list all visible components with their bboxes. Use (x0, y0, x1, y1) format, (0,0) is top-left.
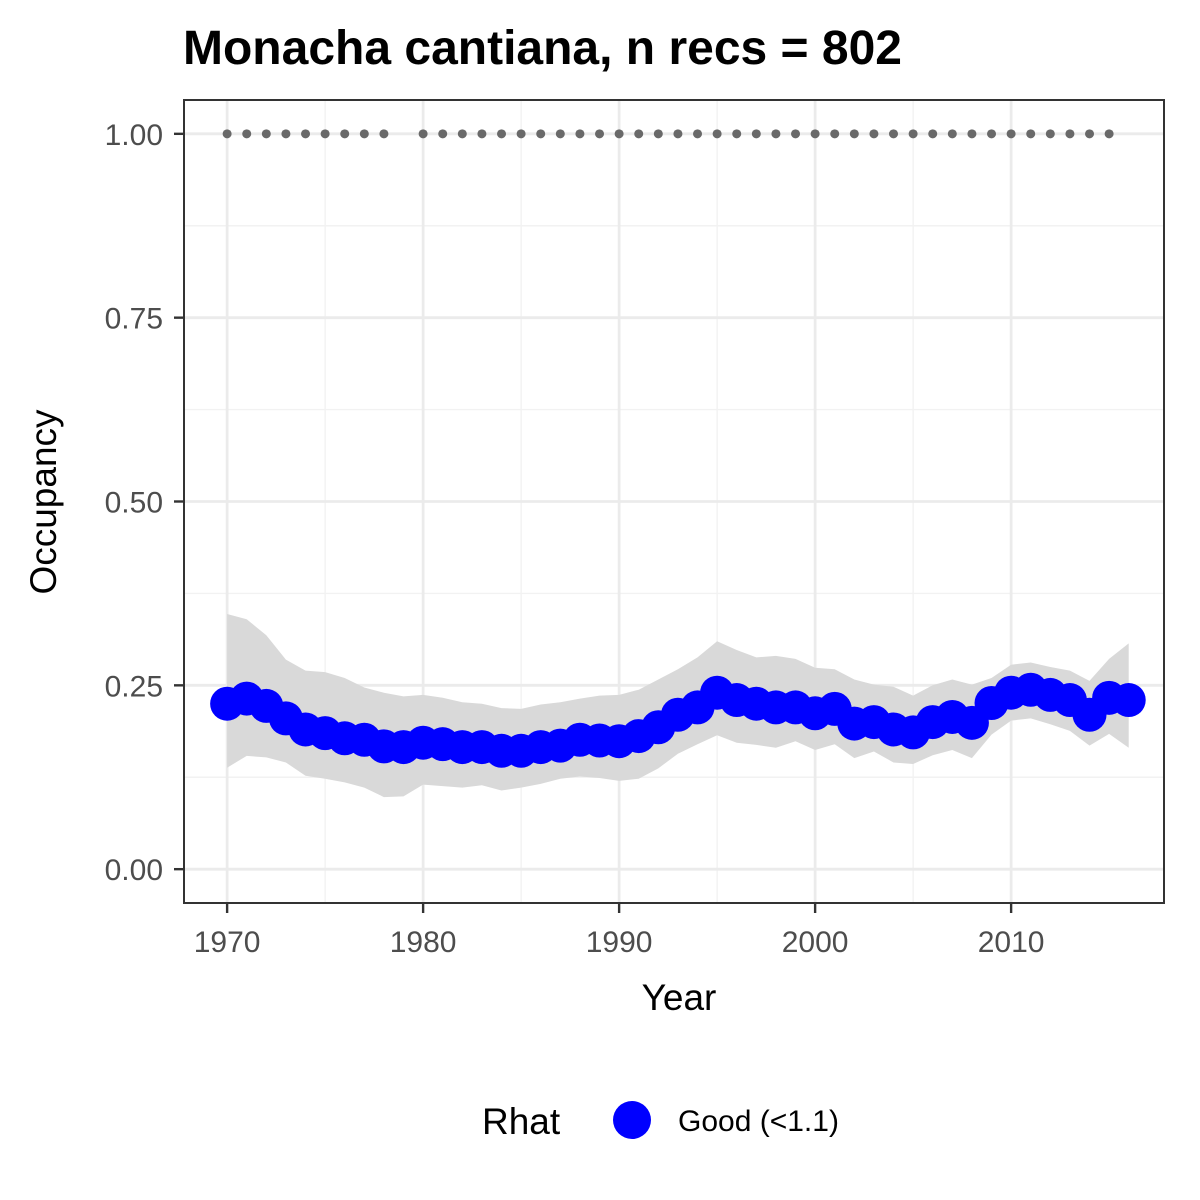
record-year-point (1085, 129, 1095, 139)
record-year-point (281, 129, 291, 139)
record-year-point (673, 129, 683, 139)
y-axis-tick-labels: 0.00 0.25 0.50 0.75 1.00 (105, 119, 163, 887)
record-year-point (595, 129, 605, 139)
record-year-point (477, 129, 487, 139)
x-tick-label: 1980 (390, 926, 457, 959)
record-year-point (810, 129, 820, 139)
record-year-point (634, 129, 644, 139)
y-axis-title: Occupancy (23, 409, 64, 595)
record-year-point (555, 129, 565, 139)
chart-title: Monacha cantiana, n recs = 802 (183, 22, 902, 75)
record-year-point (889, 129, 899, 139)
y-tick-label: 0.75 (105, 303, 163, 336)
record-year-point (653, 129, 663, 139)
record-year-point (438, 129, 448, 139)
record-year-point (987, 129, 997, 139)
legend-title: Rhat (482, 1101, 561, 1142)
record-year-point (1026, 129, 1036, 139)
record-year-point (418, 129, 428, 139)
record-year-point (908, 129, 918, 139)
axis-ticks (174, 132, 1013, 913)
record-year-point (536, 129, 546, 139)
y-tick-label: 0.50 (105, 487, 163, 520)
record-year-point (457, 129, 467, 139)
y-tick-label: 0.25 (105, 670, 163, 703)
legend-key-good (613, 1101, 651, 1139)
x-tick-label: 1970 (194, 926, 261, 959)
record-year-point (712, 129, 722, 139)
record-year-point (732, 129, 742, 139)
record-year-point (791, 129, 801, 139)
record-year-point (1006, 129, 1016, 139)
record-year-point (1104, 129, 1114, 139)
record-year-point (1045, 129, 1055, 139)
legend-label-good: Good (<1.1) (678, 1105, 839, 1138)
y-tick-label: 1.00 (105, 119, 163, 152)
legend: Rhat Good (<1.1) (482, 1101, 839, 1142)
record-year-point (693, 129, 703, 139)
record-year-point (379, 129, 389, 139)
record-year-point (869, 129, 879, 139)
y-tick-label: 0.00 (105, 854, 163, 887)
record-year-point (516, 129, 526, 139)
x-tick-label: 2000 (782, 926, 849, 959)
occupancy-points-layer (210, 672, 1146, 768)
occupancy-point (1111, 683, 1146, 718)
record-year-point (1065, 129, 1075, 139)
record-year-point (849, 129, 859, 139)
record-year-point (928, 129, 938, 139)
x-tick-label: 1990 (586, 926, 653, 959)
x-axis-title: Year (642, 977, 717, 1018)
record-year-point (320, 129, 330, 139)
record-year-point (301, 129, 311, 139)
record-year-point (497, 129, 507, 139)
record-year-point (575, 129, 585, 139)
record-year-point (261, 129, 271, 139)
record-year-point (359, 129, 369, 139)
record-year-point (340, 129, 350, 139)
record-years-layer (222, 129, 1114, 139)
record-year-point (771, 129, 781, 139)
record-year-point (967, 129, 977, 139)
x-axis-tick-labels: 1970 1980 1990 2000 2010 (194, 926, 1045, 959)
record-year-point (222, 129, 232, 139)
record-year-point (947, 129, 957, 139)
record-year-point (242, 129, 252, 139)
record-year-point (751, 129, 761, 139)
record-year-point (614, 129, 624, 139)
record-year-point (830, 129, 840, 139)
x-tick-label: 2010 (978, 926, 1045, 959)
